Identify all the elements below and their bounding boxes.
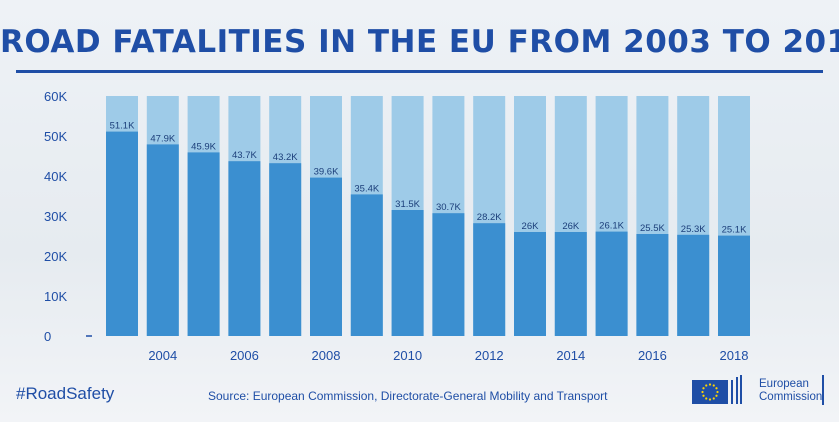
eu-star: [712, 384, 715, 387]
bar: [350, 194, 383, 336]
y-tick-label: 60K: [44, 89, 67, 104]
bar: [432, 213, 465, 336]
x-tick-label: 2018: [720, 348, 749, 363]
bar: [636, 234, 669, 336]
eu-star: [702, 387, 705, 390]
bar: [554, 232, 587, 336]
ec-logo-line1: European: [759, 378, 809, 390]
data-label: 35.4K: [354, 183, 379, 194]
bar: [514, 232, 546, 336]
data-label: 26K: [562, 221, 580, 232]
data-label: 51.1K: [110, 121, 135, 132]
data-label: 31.5K: [395, 199, 420, 210]
bar: [106, 131, 138, 336]
eu-star: [705, 384, 708, 387]
bar: [187, 152, 220, 336]
eu-star: [702, 394, 705, 397]
data-label: 30.7K: [436, 202, 461, 213]
bar: [718, 235, 750, 336]
bar: [269, 163, 302, 336]
bar: [473, 223, 506, 336]
y-tick-label: 50K: [44, 129, 67, 144]
x-tick-label: 2016: [638, 348, 667, 363]
data-label: 25.3K: [681, 224, 706, 235]
data-label: 26.1K: [599, 221, 624, 232]
x-tick-label: 2008: [312, 348, 341, 363]
source-note: Source: European Commission, Directorate…: [208, 389, 608, 403]
y-tick-label: 40K: [44, 169, 67, 184]
x-tick-label: 2014: [556, 348, 585, 363]
x-tick-label: 2012: [475, 348, 504, 363]
data-label: 26K: [522, 221, 540, 232]
data-label: 43.2K: [273, 152, 298, 163]
eu-star: [708, 398, 712, 401]
data-label: 39.6K: [314, 167, 339, 178]
bar: [391, 210, 424, 336]
data-label: 25.5K: [640, 223, 665, 234]
bar: [595, 231, 628, 336]
eu-star: [715, 387, 718, 390]
data-label: 43.7K: [232, 150, 257, 161]
y-tick-label: 30K: [44, 209, 67, 224]
ec-logo-text: European Commission: [759, 378, 822, 404]
x-tick-label: 2006: [230, 348, 259, 363]
y-tick-label: 10K: [44, 289, 67, 304]
eu-star: [705, 397, 708, 400]
bar-chart: 0 10K 20K 30K 40K 50K 60K 51.1K 47.9K 45.9K 43.7K 4…: [44, 89, 750, 363]
x-tick-label: 2010: [393, 348, 422, 363]
eu-star: [715, 394, 718, 397]
bar: [228, 161, 261, 336]
eu-star: [716, 390, 719, 394]
data-label: 28.2K: [477, 212, 502, 223]
chart-title: ROAD FATALITIES IN THE EU FROM 2003 TO 2…: [0, 24, 839, 60]
data-label: 47.9K: [150, 133, 175, 144]
title-underline: [16, 70, 823, 73]
bar: [677, 234, 710, 336]
eu-star: [712, 397, 715, 400]
hashtag-label: #RoadSafety: [16, 384, 115, 403]
y-tick-label: 20K: [44, 249, 67, 264]
y-tick-label: 0: [44, 329, 51, 344]
data-label: 25.1K: [722, 225, 747, 236]
data-label: 45.9K: [191, 141, 216, 152]
eu-star: [701, 390, 704, 394]
eu-flag-icon: [692, 375, 824, 405]
ec-logo-line2: Commission: [759, 391, 823, 403]
bar: [310, 177, 342, 336]
bar: [146, 144, 179, 336]
eu-star: [708, 383, 712, 386]
x-tick-label: 2004: [148, 348, 177, 363]
